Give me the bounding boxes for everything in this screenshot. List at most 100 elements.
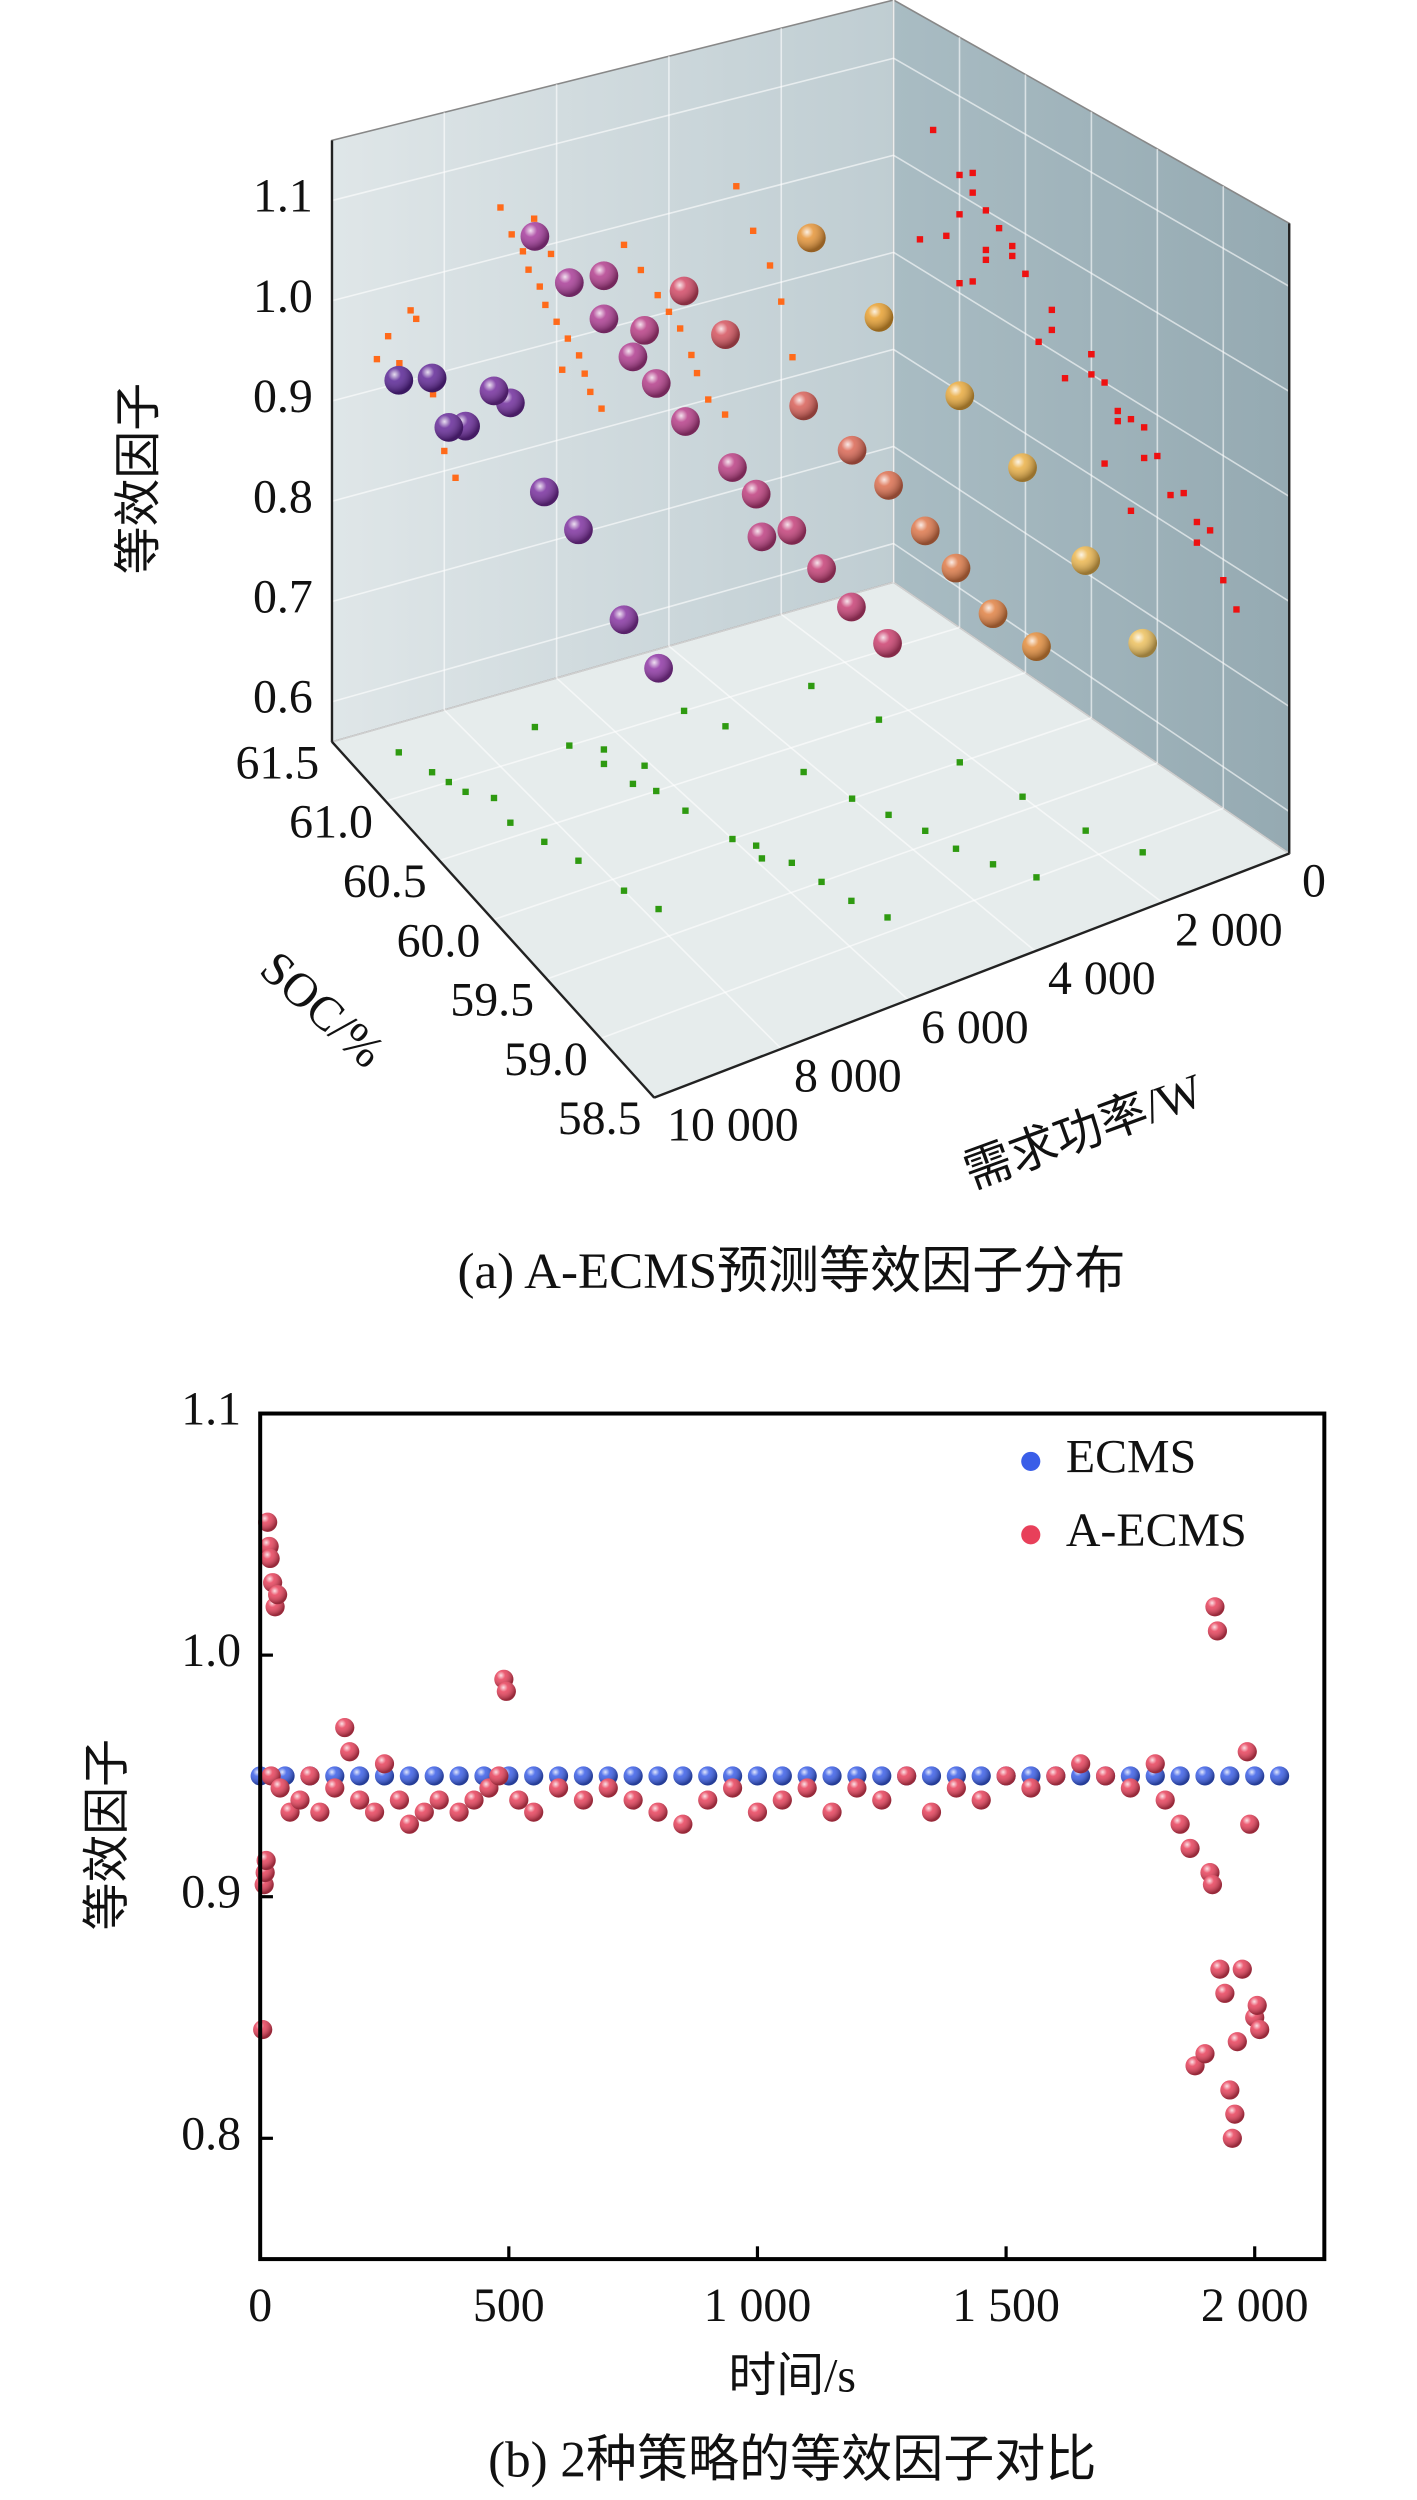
floor-projection — [566, 742, 573, 749]
sphere-shine — [554, 268, 584, 297]
floor-projection — [541, 838, 548, 846]
side-projection — [1022, 270, 1029, 278]
legend-label: ECMS — [1066, 1430, 1196, 1483]
floor-projection — [885, 811, 892, 819]
point-shine — [1205, 1597, 1225, 1617]
floor-projection — [575, 857, 582, 864]
floor-projection — [818, 878, 825, 886]
y-tick-label: 60.5 — [343, 855, 427, 908]
y-tick-label: 1.1 — [181, 1383, 241, 1436]
floor-projection — [641, 762, 648, 769]
point-shine — [424, 1766, 444, 1786]
point-shine — [389, 1790, 409, 1810]
back-projection — [413, 315, 420, 323]
sphere-shine — [874, 471, 903, 500]
sphere-shine — [644, 653, 673, 683]
back-projection — [564, 335, 572, 342]
y-axis-title: SOC/% — [250, 941, 394, 1078]
side-projection — [982, 246, 990, 254]
point-shine — [268, 1585, 288, 1605]
side-projection — [916, 236, 924, 243]
point-shine — [1270, 1766, 1290, 1786]
back-projection — [407, 307, 414, 314]
grid-line — [385, 626, 960, 802]
side-projection — [1009, 252, 1016, 260]
back-projection — [508, 231, 515, 238]
side-projection — [956, 171, 963, 179]
sphere-shine — [564, 515, 593, 545]
axis-edge — [653, 852, 1290, 1099]
grid-line — [893, 57, 1290, 288]
legend-marker — [1021, 1451, 1041, 1471]
point-shine — [822, 1802, 842, 1822]
side-projection — [969, 169, 976, 177]
y-tick-label: 0.9 — [181, 1866, 241, 1919]
chart-3d: 0.6 0.7 0.8 0.9 1.0 1.1 61.5 61.0 60.5 60.0 59.5 59… — [113, 0, 1326, 1300]
back-projection — [553, 318, 560, 325]
floor-projection — [808, 682, 815, 690]
point-shine — [548, 1778, 569, 1798]
back-projection — [733, 183, 740, 190]
floor-projection — [428, 769, 436, 776]
side-projection — [1035, 338, 1042, 346]
x-tick-label: 1 500 — [952, 2279, 1060, 2332]
floor-projection — [395, 749, 402, 756]
side-projection — [969, 278, 976, 285]
back-projection — [766, 262, 774, 269]
point-shine — [414, 1802, 434, 1822]
side-projection — [956, 279, 963, 287]
back-projection — [536, 283, 543, 290]
back-projection — [620, 241, 628, 249]
side-projection — [969, 189, 976, 196]
sphere-shine — [641, 369, 671, 398]
floor-projection — [682, 807, 689, 814]
z-tick-label: 0.6 — [253, 671, 313, 724]
side-projection — [1009, 242, 1016, 250]
point-shine — [1227, 2032, 1247, 2052]
side-projection — [1193, 518, 1201, 526]
sphere-shine — [589, 261, 619, 291]
back-projection — [384, 333, 392, 340]
sphere-shine — [741, 479, 771, 509]
z-tick-label: 0.9 — [253, 370, 313, 423]
back-projection — [530, 215, 538, 222]
back-projection — [676, 325, 684, 332]
floor-projection — [875, 716, 883, 723]
sphere-shine — [747, 522, 777, 552]
floor-projection — [655, 905, 662, 913]
point-shine — [310, 1802, 330, 1822]
x-axis-title: 需求功率/W — [957, 1064, 1211, 1200]
point-shine — [464, 1790, 484, 1810]
point-shine — [1232, 1959, 1252, 1979]
y-axis-title: 等效因子 — [81, 1739, 134, 1930]
point-shine — [921, 1802, 942, 1822]
point-shine — [1021, 1778, 1041, 1798]
point-shine — [946, 1778, 966, 1798]
y-tick-label: 58.5 — [558, 1092, 642, 1145]
y-tick-label: 60.0 — [397, 914, 481, 967]
side-projection — [1101, 460, 1108, 467]
sphere-shine — [807, 554, 836, 583]
floor-projection — [884, 914, 891, 921]
point-shine — [573, 1766, 593, 1786]
z-tick-label: 1.0 — [253, 270, 313, 323]
side-projection — [1140, 424, 1148, 431]
sphere-shine — [1022, 632, 1051, 662]
side-projection — [982, 256, 990, 264]
side-projection — [1180, 489, 1187, 497]
sphere-shine — [1071, 546, 1101, 575]
y-tick-label: 59.0 — [504, 1033, 588, 1086]
grid-line — [492, 717, 1092, 921]
sphere-shine — [910, 516, 940, 546]
z-axis-title: 等效因子 — [113, 383, 166, 574]
back-projection — [542, 301, 549, 309]
floor-projection — [758, 855, 766, 862]
point-shine — [253, 2020, 273, 2040]
floor-projection — [653, 787, 660, 795]
x-tick-label: 10 000 — [667, 1099, 799, 1152]
side-projection — [1206, 527, 1214, 534]
side-projection — [995, 224, 1003, 232]
side-projection — [1127, 415, 1135, 423]
sphere-shine — [718, 453, 747, 482]
x-tick-label: 500 — [473, 2279, 545, 2332]
